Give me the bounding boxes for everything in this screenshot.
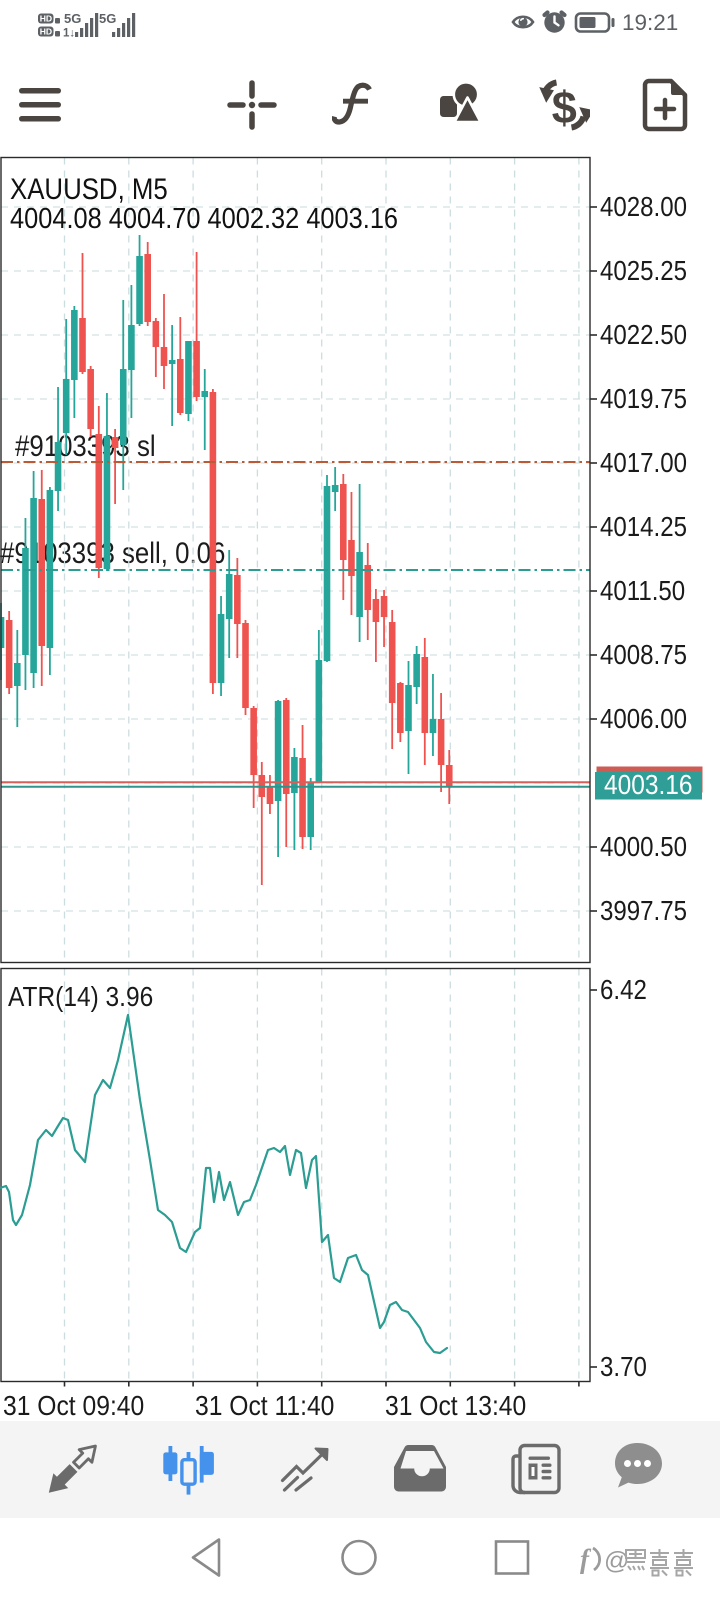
svg-text:HD: HD [40, 27, 52, 37]
svg-text:5G: 5G [99, 11, 116, 26]
svg-text:5G: 5G [64, 11, 81, 26]
svg-text:1↓: 1↓ [63, 28, 75, 40]
svg-text:f: f [580, 1544, 592, 1574]
svg-text:HD: HD [40, 14, 52, 24]
